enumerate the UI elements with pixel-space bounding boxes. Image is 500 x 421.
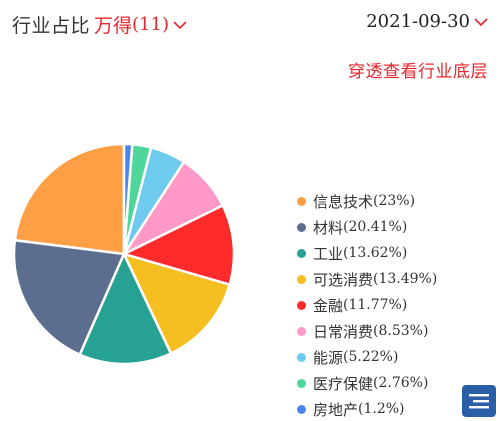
header: 行业占比 万得 (11) 2021-09-30 [0, 0, 500, 50]
pie-slice-3[interactable] [78, 252, 173, 366]
legend-item[interactable]: 金融 (11.77%) [297, 292, 437, 318]
pie-slice-2[interactable] [12, 238, 126, 356]
legend-swatch [297, 196, 306, 206]
legend-label: 医疗保健 [313, 374, 374, 393]
legend-swatch [297, 274, 306, 284]
legend-label: 可选消费 [313, 270, 374, 289]
legend-label: 工业 [313, 244, 344, 263]
source-dropdown[interactable]: 万得 (11) [94, 11, 187, 38]
legend-percentage: (23%) [373, 193, 416, 209]
legend-percentage: (13.49%) [373, 271, 438, 287]
chart-legend: 信息技术 (23%) 材料 (20.41%) 工业 (13.62%) 可选消费 (13.49%… [297, 188, 437, 421]
pie-slice-4[interactable] [122, 252, 231, 355]
legend-item[interactable]: 日常消费 (8.53%) [297, 318, 437, 344]
page-title: 行业占比 [12, 15, 91, 37]
legend-item[interactable]: 材料 (20.41%) [297, 214, 437, 240]
legend-item[interactable]: 工业 (13.62%) [297, 240, 437, 266]
legend-item[interactable]: 可选消费 (13.49%) [297, 266, 437, 292]
legend-label: 房地产 [313, 400, 359, 419]
legend-percentage: (13.62%) [343, 245, 408, 261]
legend-swatch [297, 248, 306, 258]
chevron-down-icon [474, 18, 488, 27]
pie-slice-5[interactable] [122, 204, 236, 286]
menu-button[interactable] [462, 385, 496, 417]
legend-swatch [297, 378, 306, 388]
legend-item[interactable]: 信息技术 (23%) [297, 188, 437, 214]
legend-swatch [297, 326, 306, 336]
legend-label: 金融 [313, 296, 344, 315]
legend-swatch [297, 352, 306, 362]
legend-item[interactable]: 房地产 (1.2%) [297, 396, 437, 421]
report-date: 2021-09-30 [366, 11, 470, 32]
industry-pie-chart [12, 142, 236, 366]
legend-swatch [297, 222, 306, 232]
legend-label: 日常消费 [313, 322, 374, 341]
legend-percentage: (8.53%) [373, 323, 429, 339]
legend-label: 材料 [313, 218, 344, 237]
legend-percentage: (11.77%) [343, 297, 408, 313]
legend-label: 能源 [313, 348, 344, 367]
menu-icon [469, 394, 489, 409]
legend-item[interactable]: 能源 (5.22%) [297, 344, 437, 370]
pie-slice-1[interactable] [13, 142, 126, 256]
legend-swatch [297, 404, 306, 414]
legend-item[interactable]: 医疗保健 (2.76%) [297, 370, 437, 396]
pie-slice-9[interactable] [122, 142, 134, 256]
date-dropdown[interactable]: 2021-09-30 [366, 11, 488, 32]
source-count: (11) [132, 14, 169, 35]
legend-percentage: (20.41%) [343, 219, 408, 235]
source-name: 万得 [94, 15, 133, 37]
legend-percentage: (2.76%) [373, 375, 429, 391]
chevron-down-icon [173, 21, 187, 30]
legend-label: 信息技术 [313, 192, 374, 211]
legend-swatch [297, 300, 306, 310]
legend-percentage: (1.2%) [358, 401, 405, 417]
drill-through-link[interactable]: 穿透查看行业底层 [348, 62, 488, 82]
legend-percentage: (5.22%) [343, 349, 399, 365]
